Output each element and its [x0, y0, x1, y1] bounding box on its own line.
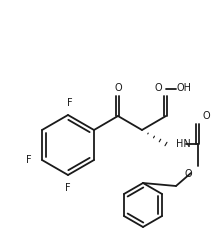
- Text: O: O: [202, 111, 210, 121]
- Text: OH: OH: [177, 83, 192, 93]
- Text: O: O: [154, 83, 162, 93]
- Text: O: O: [184, 169, 192, 179]
- Text: F: F: [26, 155, 32, 165]
- Text: O: O: [114, 83, 122, 93]
- Text: F: F: [65, 183, 71, 193]
- Text: F: F: [67, 98, 73, 108]
- Text: HN: HN: [176, 139, 191, 149]
